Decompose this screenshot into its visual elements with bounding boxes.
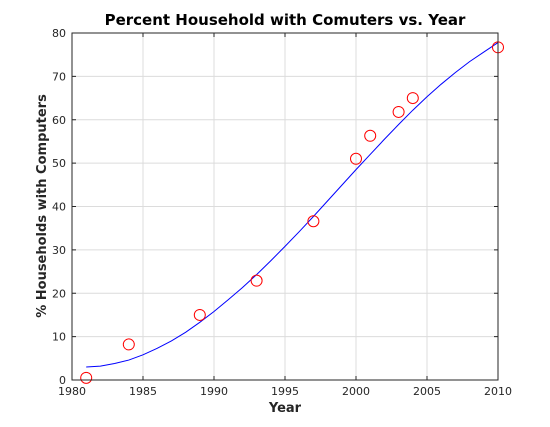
fit-curve-layer (86, 42, 499, 368)
x-tick-label: 2005 (413, 385, 441, 398)
data-point (350, 152, 362, 165)
y-tick-label: 40 (52, 201, 66, 214)
y-axis-label: % Households with Computers (35, 94, 50, 318)
y-tick-label: 50 (52, 157, 66, 170)
x-tick-label: 1990 (200, 385, 228, 398)
data-point (250, 274, 263, 287)
data-point (122, 338, 135, 351)
data-point (406, 92, 419, 105)
y-tick-label: 20 (52, 287, 66, 300)
chart-title: Percent Household with Comuters vs. Year (105, 11, 466, 29)
x-tick-label: 1985 (129, 385, 157, 398)
x-tick-label: 2000 (342, 385, 370, 398)
data-point (392, 105, 405, 118)
y-tick-label: 0 (59, 374, 66, 387)
x-tick-label: 1995 (271, 385, 299, 398)
y-tick-label: 80 (52, 27, 66, 40)
axis-ticks: 1980 1985 1990 1995 2000 2005 2010 0 10 20 30 40 50 6… (52, 27, 512, 398)
y-tick-label: 70 (52, 70, 66, 83)
y-tick-label: 30 (52, 244, 66, 257)
fit-curve (86, 42, 499, 368)
data-points-layer (80, 41, 504, 384)
y-tick-label: 10 (52, 331, 66, 344)
data-point (80, 371, 93, 384)
data-point (193, 308, 206, 321)
data-point (307, 215, 320, 228)
x-tick-label: 1980 (58, 385, 86, 398)
x-tick-label: 2010 (484, 385, 512, 398)
y-tick-label: 60 (52, 114, 66, 127)
x-axis-label: Year (268, 401, 302, 416)
data-point (364, 129, 377, 142)
